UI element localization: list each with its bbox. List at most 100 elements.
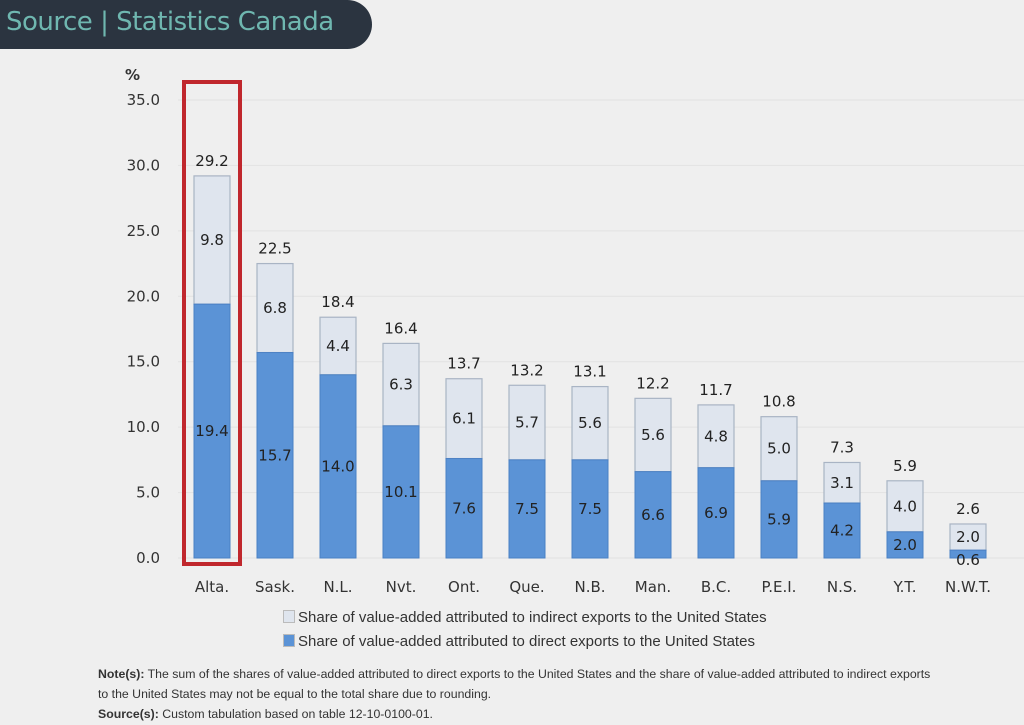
bar-indirect xyxy=(634,397,672,473)
stacked-bar-chart: % 0.0 5.0 10.0 15.0 20.0 25.0 30.0 35.0 9.8 19.4 29… xyxy=(125,66,1024,596)
data-label-indirect: 6.1 xyxy=(452,410,476,428)
data-label-total: 13.1 xyxy=(573,363,606,381)
data-label-direct: 6.9 xyxy=(704,504,728,522)
data-label-direct: 5.9 xyxy=(767,510,791,528)
x-category-label: N.L. xyxy=(323,578,352,596)
data-label-total: 5.9 xyxy=(893,457,917,475)
source-banner: Source | Statistics Canada xyxy=(0,0,372,49)
data-label-indirect: 4.0 xyxy=(893,497,917,515)
x-category-label: Ont. xyxy=(448,578,480,596)
legend-item-direct: Share of value-added attributed to direc… xyxy=(283,633,755,650)
data-label-total: 13.7 xyxy=(447,355,480,373)
data-label-direct: 7.5 xyxy=(515,500,539,518)
data-label-direct: 7.6 xyxy=(452,499,476,517)
legend-swatch-indirect xyxy=(283,610,295,623)
data-label-total: 13.2 xyxy=(510,361,543,379)
bar-indirect xyxy=(382,342,420,427)
data-label-direct: 4.2 xyxy=(830,522,854,540)
legend-label-indirect: Share of value-added attributed to indir… xyxy=(298,609,767,626)
x-category-label: B.C. xyxy=(701,578,731,596)
bar-indirect xyxy=(571,385,609,461)
bar-indirect xyxy=(256,262,294,354)
legend-item-indirect: Share of value-added attributed to indir… xyxy=(283,609,767,626)
bar-indirect xyxy=(319,316,357,376)
y-tick-label: 0.0 xyxy=(136,549,160,567)
bar-direct xyxy=(823,502,861,559)
data-label-total: 16.4 xyxy=(384,319,417,337)
bar-direct xyxy=(886,531,924,559)
bar-direct xyxy=(571,459,609,559)
x-category-label: P.E.I. xyxy=(762,578,797,596)
data-label-indirect: 5.6 xyxy=(578,414,602,432)
legend-swatch-direct xyxy=(283,634,295,647)
data-label-direct: 2.0 xyxy=(893,536,917,554)
highlight-box xyxy=(182,80,242,566)
y-tick-label: 15.0 xyxy=(127,353,160,371)
x-category-label: Man. xyxy=(635,578,671,596)
bar-indirect xyxy=(886,480,924,533)
data-label-indirect: 4.8 xyxy=(704,427,728,445)
data-label-direct: 0.6 xyxy=(956,551,980,569)
note-text: The sum of the shares of value-added att… xyxy=(98,667,931,701)
source-label: Source(s): xyxy=(98,707,159,721)
legend-label-direct: Share of value-added attributed to direc… xyxy=(298,633,755,650)
x-category-label: Sask. xyxy=(255,578,295,596)
bar-direct xyxy=(193,303,231,559)
data-label-direct: 14.0 xyxy=(321,457,354,475)
y-tick-label: 5.0 xyxy=(136,484,160,502)
y-tick-label: 25.0 xyxy=(127,222,160,240)
bar-direct xyxy=(697,467,735,559)
data-label-indirect: 9.8 xyxy=(200,231,224,249)
data-label-indirect: 6.3 xyxy=(389,376,413,394)
x-category-label: Alta. xyxy=(195,578,229,596)
bar-direct xyxy=(634,471,672,559)
data-label-indirect: 4.4 xyxy=(326,337,350,355)
data-label-direct: 6.6 xyxy=(641,506,665,524)
data-label-indirect: 5.6 xyxy=(641,426,665,444)
data-label-total: 12.2 xyxy=(636,374,669,392)
data-label-total: 11.7 xyxy=(699,381,732,399)
y-tick-label: 35.0 xyxy=(127,91,160,109)
data-label-total: 2.6 xyxy=(956,500,980,518)
bar-direct xyxy=(256,352,294,559)
y-tick-label: 20.0 xyxy=(127,287,160,305)
data-label-total: 22.5 xyxy=(258,240,291,258)
x-category-label: N.S. xyxy=(827,578,857,596)
note-label: Note(s): xyxy=(98,667,145,681)
data-label-total: 29.2 xyxy=(195,152,228,170)
y-axis-unit: % xyxy=(125,66,140,84)
data-label-total: 10.8 xyxy=(762,393,795,411)
data-label-indirect: 5.0 xyxy=(767,440,791,458)
data-label-indirect: 6.8 xyxy=(263,299,287,317)
data-label-direct: 15.7 xyxy=(258,446,291,464)
x-category-label: Que. xyxy=(509,578,544,596)
data-label-indirect: 5.7 xyxy=(515,414,539,432)
bar-indirect xyxy=(508,384,546,461)
data-label-indirect: 2.0 xyxy=(956,528,980,546)
bar-indirect xyxy=(193,175,231,305)
bar-direct xyxy=(508,459,546,559)
x-category-label: N.W.T. xyxy=(945,578,991,596)
source-text: Custom tabulation based on table 12-10-0… xyxy=(158,707,433,721)
chart-notes: Note(s): The sum of the shares of value-… xyxy=(98,664,938,724)
x-category-label: Nvt. xyxy=(386,578,417,596)
bar-direct xyxy=(949,549,987,559)
data-label-total: 7.3 xyxy=(830,438,854,456)
x-category-label: Y.T. xyxy=(892,578,916,596)
data-label-indirect: 3.1 xyxy=(830,474,854,492)
bar-direct xyxy=(760,480,798,559)
y-tick-label: 10.0 xyxy=(127,418,160,436)
data-label-direct: 10.1 xyxy=(384,483,417,501)
bar-direct xyxy=(319,374,357,559)
bar-direct xyxy=(445,458,483,559)
data-label-total: 18.4 xyxy=(321,293,354,311)
bar-indirect xyxy=(445,378,483,460)
banner-title: Source | Statistics Canada xyxy=(6,7,334,37)
bar-indirect xyxy=(823,461,861,504)
x-category-label: N.B. xyxy=(574,578,605,596)
bar-indirect xyxy=(760,416,798,482)
bar-direct xyxy=(382,425,420,559)
data-label-direct: 7.5 xyxy=(578,500,602,518)
data-label-direct: 19.4 xyxy=(195,422,228,440)
y-tick-label: 30.0 xyxy=(127,156,160,174)
